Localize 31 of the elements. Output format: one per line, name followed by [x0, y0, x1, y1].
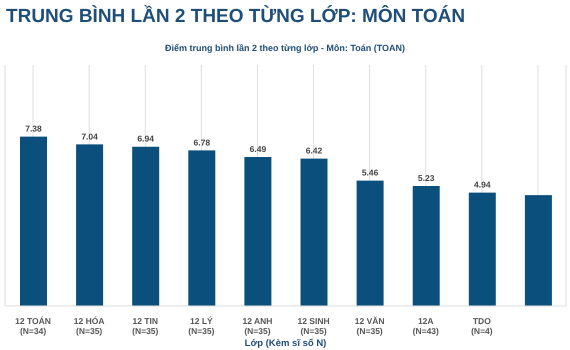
- data-label: 7.04: [81, 131, 98, 142]
- bar: [20, 136, 47, 306]
- bar: [76, 144, 104, 306]
- bar: [244, 157, 272, 306]
- data-label: 5.23: [418, 172, 435, 183]
- bar: [132, 146, 160, 306]
- data-label: 6.94: [137, 134, 154, 144]
- chart-subtitle: Điểm trung bình lần 2 theo từng lớp - Môn: Toán (TOAN): [164, 43, 406, 53]
- x-tick-label: 12 HÓA (N=35): [74, 316, 105, 336]
- data-label: 7.38: [25, 124, 42, 134]
- chart-title: TRUNG BÌNH LẦN 2 THEO TỪNG LỚP: MÔN TOÁN: [6, 6, 466, 28]
- bar: [356, 180, 384, 306]
- bar: [524, 195, 552, 306]
- bar: [412, 186, 440, 306]
- x-tick-label: 12 LÝ (N=35): [188, 316, 215, 336]
- data-label: 4.94: [474, 180, 491, 190]
- bar: [300, 158, 328, 306]
- x-tick-label: 12 VĂN (N=35): [354, 316, 385, 336]
- bar: [468, 192, 496, 306]
- x-axis-title: Lớp (Kèm sĩ số N): [244, 338, 326, 349]
- x-tick-label: TDO (N=4): [471, 316, 493, 336]
- x-tick-label: 12 SINH (N=35): [297, 316, 330, 336]
- bar: [188, 150, 216, 306]
- data-label: 6.42: [306, 146, 323, 156]
- data-label: 5.46: [362, 168, 379, 178]
- data-label: 6.49: [250, 144, 266, 154]
- x-tick-label: 12 ANH (N=35): [242, 316, 272, 336]
- data-label: 6.78: [194, 137, 210, 148]
- x-tick-label: 12A (N=43): [412, 316, 440, 336]
- x-tick-label: 12 TOÁN (N=34): [15, 316, 51, 336]
- x-tick-label: 12 TIN (N=35): [132, 316, 159, 336]
